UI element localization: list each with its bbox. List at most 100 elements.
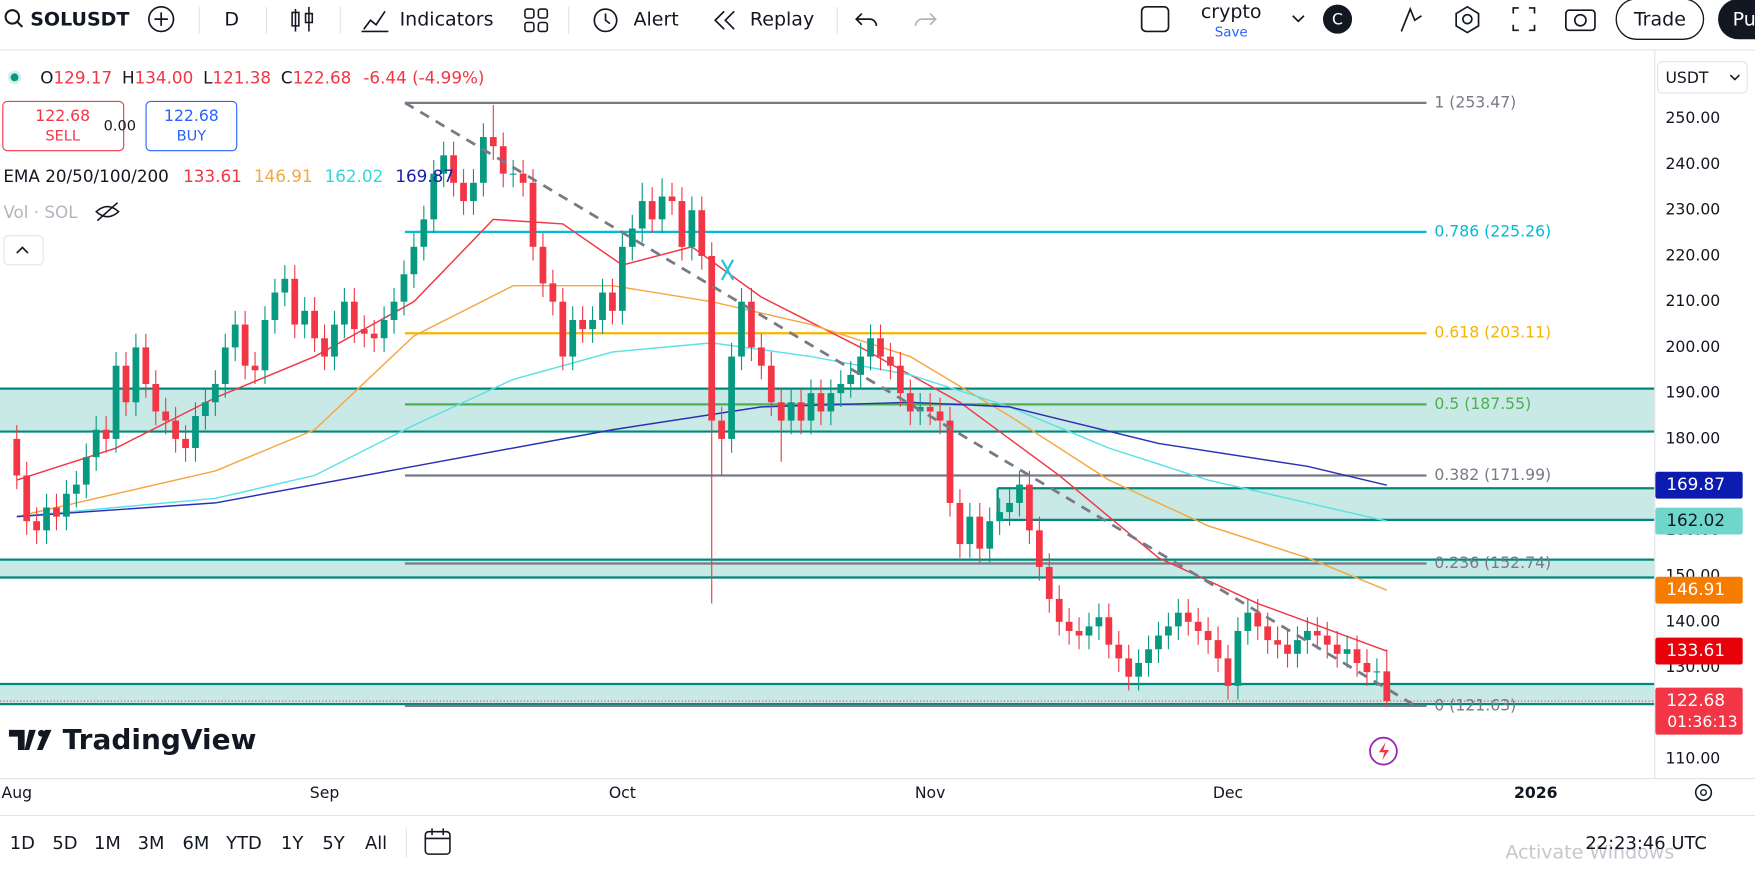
- candle-body: [1115, 644, 1123, 659]
- candle-body: [1353, 649, 1361, 663]
- candle-body: [668, 196, 676, 202]
- timeframe-button[interactable]: 1M: [94, 833, 121, 854]
- currency-select[interactable]: [1657, 61, 1748, 94]
- candle-body: [92, 429, 100, 458]
- candle-body: [976, 516, 984, 549]
- countdown: 01:36:13: [1667, 712, 1737, 731]
- layout-menu[interactable]: [1292, 15, 1305, 23]
- plot-area: 1 (253.47) 0.786 (225.26) 0.618 (203.11) 0.…: [0, 92, 1655, 714]
- candle-body: [728, 356, 735, 439]
- symbol-search[interactable]: SOLUSDT: [4, 9, 130, 31]
- undo-button[interactable]: [855, 12, 878, 26]
- candle-body: [519, 173, 527, 183]
- candle-body: [1244, 612, 1252, 631]
- ema-value: 169.87: [395, 166, 454, 186]
- axis-settings-button[interactable]: [1694, 783, 1713, 802]
- timeframe-button[interactable]: 1Y: [281, 833, 303, 854]
- replay-button[interactable]: Replay: [750, 9, 814, 31]
- fib-label: 0.382 (171.99): [1434, 465, 1551, 484]
- snapshot-button[interactable]: [1565, 9, 1596, 32]
- save-button[interactable]: Save: [1215, 26, 1248, 41]
- timeframe-button[interactable]: All: [365, 833, 387, 854]
- candle-body: [767, 365, 775, 403]
- replay-icon: [714, 10, 735, 30]
- price-badge: [1655, 576, 1743, 604]
- candle-body: [877, 338, 884, 357]
- timeframe-button[interactable]: 1D: [10, 833, 35, 854]
- timeframe-button[interactable]: 5D: [52, 833, 77, 854]
- quick-search-button[interactable]: [1400, 6, 1422, 32]
- hidden-eye-icon[interactable]: [95, 202, 120, 222]
- interval[interactable]: D: [224, 9, 239, 31]
- candle-body: [777, 402, 785, 421]
- price-badge-label: 169.87: [1666, 474, 1725, 494]
- candle-body: [1224, 658, 1232, 686]
- settings-button[interactable]: [1455, 5, 1480, 34]
- candle-body: [1194, 621, 1202, 631]
- candle-body: [251, 365, 259, 371]
- candle-body: [1055, 598, 1063, 622]
- candle-body: [1125, 658, 1133, 677]
- x-tick-label: Dec: [1213, 783, 1243, 802]
- fib-label: 0 (121.63): [1434, 695, 1516, 714]
- avatar[interactable]: [1322, 4, 1353, 34]
- templates-button[interactable]: [524, 8, 549, 33]
- legend: O129.17 H134.00 L121.38 C122.68 -6.44 (-…: [2, 67, 484, 266]
- candle-body: [797, 402, 805, 421]
- compare-button[interactable]: [148, 5, 175, 33]
- indicators-button[interactable]: Indicators: [400, 9, 494, 31]
- zone: [997, 488, 1655, 520]
- date-range-button[interactable]: [424, 830, 451, 855]
- events-icon: [1378, 742, 1390, 761]
- candle-body: [638, 201, 646, 229]
- candle-body: [906, 393, 914, 412]
- candle-body: [896, 365, 904, 394]
- candle-body: [450, 155, 457, 183]
- publish-button[interactable]: [1718, 0, 1755, 40]
- price-badge-label: 133.61: [1666, 640, 1725, 660]
- candle-body: [847, 374, 855, 385]
- candle-body: [757, 347, 765, 366]
- x-tick-label: Oct: [609, 783, 636, 802]
- timeframe-button[interactable]: 5Y: [322, 833, 344, 854]
- fib-label: 0.786 (225.26): [1434, 221, 1551, 240]
- candle-body: [867, 338, 874, 357]
- fullscreen-button[interactable]: [1512, 7, 1536, 32]
- candle-body: [559, 301, 567, 357]
- indicators-icon: [361, 10, 389, 33]
- candle-body: [33, 521, 41, 531]
- avatar-initial: C: [1332, 10, 1343, 29]
- redo-button[interactable]: [914, 12, 937, 26]
- candle-body: [658, 196, 666, 220]
- timeframe-button[interactable]: YTD: [225, 833, 262, 854]
- spread: 0.00: [104, 118, 136, 135]
- publish-label: Pu: [1733, 9, 1755, 31]
- ema-line: [16, 218, 1388, 652]
- candle-body: [1343, 649, 1351, 654]
- toolbar: SOLUSDT D Indicators Alert Replay crypto…: [0, 0, 1755, 51]
- candle-body: [539, 246, 547, 284]
- candle-body: [192, 416, 199, 449]
- candle-body: [63, 493, 70, 517]
- timeframe-button[interactable]: 3M: [138, 833, 165, 854]
- candle-body: [321, 338, 328, 357]
- candle-body: [341, 301, 348, 325]
- candle-body: [549, 283, 557, 302]
- layout-button[interactable]: [1140, 5, 1170, 33]
- candle-body: [211, 384, 219, 403]
- candle-body: [291, 278, 299, 325]
- candle-body: [1026, 484, 1033, 531]
- symbol[interactable]: SOLUSDT: [30, 9, 129, 31]
- chart-type-button[interactable]: [291, 6, 314, 32]
- layout-name[interactable]: crypto: [1201, 1, 1262, 23]
- timeframe-button[interactable]: 6M: [182, 833, 209, 854]
- buy-button[interactable]: [145, 100, 238, 152]
- sell-button[interactable]: [2, 100, 125, 152]
- candle-body: [380, 319, 388, 339]
- collapse-legend-button[interactable]: [3, 235, 44, 266]
- trade-button[interactable]: [1615, 0, 1705, 40]
- alert-button[interactable]: Alert: [634, 9, 679, 31]
- candle-body: [509, 173, 517, 175]
- candle-body: [350, 301, 358, 330]
- x-tick-label: Aug: [1, 783, 32, 802]
